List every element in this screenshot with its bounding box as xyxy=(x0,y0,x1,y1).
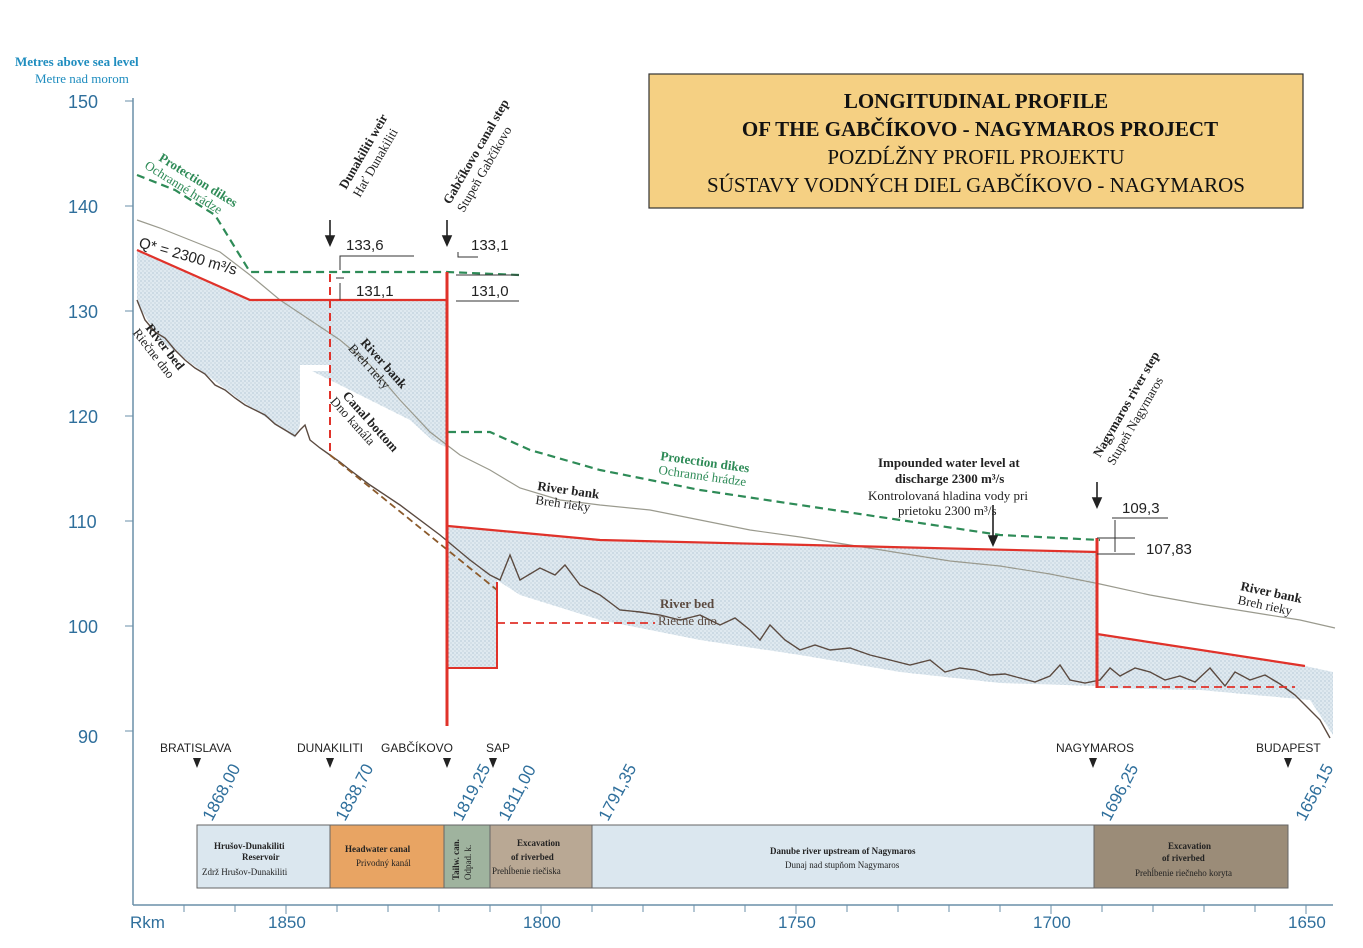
y-tick-140: 140 xyxy=(68,197,98,217)
rkm-1696: 1696,25 xyxy=(1097,761,1143,824)
river-bed-line xyxy=(136,299,1331,739)
x-axis-unit: Rkm xyxy=(130,913,165,932)
reservoir-water-level xyxy=(136,248,447,302)
segment-excavation1-sk: Prehĺbenie riečiska xyxy=(492,866,561,876)
tailrace-outline xyxy=(448,582,498,669)
segment-danube-sk: Dunaj nad stupňom Nagymaros xyxy=(785,860,900,870)
x-tick-1750: 1750 xyxy=(778,913,816,932)
town-sap: SAP xyxy=(486,741,510,755)
rkm-1656: 1656,15 xyxy=(1292,761,1338,824)
segment-excavation2-sk: Prehĺbenie riečneho koryta xyxy=(1135,868,1232,878)
segment-reservoir-sk: Zdrž Hrušov-Dunakiliti xyxy=(202,867,288,877)
x-ticks xyxy=(183,905,1307,914)
title-line-3: POZDĹŽNY PROFIL PROJEKTU xyxy=(827,145,1124,169)
tailwater-level xyxy=(447,524,1098,554)
nagymaros-step-label: Nagymaros river step Stupeň Nagymaros xyxy=(1090,349,1166,468)
dunakiliti-lower-level: 131,1 xyxy=(356,283,394,300)
title-box xyxy=(648,73,1304,209)
town-gabcikovo: GABČÍKOVO xyxy=(381,740,453,755)
river-bank-label-middle: River bank Breh rieky xyxy=(535,478,601,514)
y-tick-130: 130 xyxy=(68,302,98,322)
nagymaros-upper-level: 109,3 xyxy=(1122,500,1160,517)
protection-dikes-lower xyxy=(448,430,1101,542)
y-ticks xyxy=(125,100,133,732)
segment-tailwater-label: Tailw. can. Odpad. k. xyxy=(451,839,473,880)
town-bratislava: BRATISLAVA xyxy=(160,741,231,755)
segment-reservoir-en2: Reservoir xyxy=(242,852,279,862)
title-line-1: LONGITUDINAL PROFILE xyxy=(844,89,1108,113)
town-nagymaros: NAGYMAROS xyxy=(1056,741,1134,755)
segment-danube-upstream xyxy=(591,824,1095,889)
town-budapest: BUDAPEST xyxy=(1256,741,1321,755)
segment-excavation-1 xyxy=(489,824,593,889)
rkm-1811: 1811,00 xyxy=(495,762,540,824)
reservoir-water xyxy=(137,250,447,448)
gabcikovo-step-label: Gabčíkovo canal step Stupeň Gabčíkovo xyxy=(440,96,515,214)
y-axis-title-en: Metres above sea level xyxy=(15,54,139,69)
segment-excavation1-en1: Excavation xyxy=(517,838,560,848)
svg-text:Tailw. can.: Tailw. can. xyxy=(451,839,461,880)
canal-bottom-line xyxy=(329,454,498,591)
segment-reservoir-en1: Hrušov-Dunakiliti xyxy=(214,841,285,851)
x-tick-1700: 1700 xyxy=(1033,913,1071,932)
rkm-1838: 1838,70 xyxy=(332,761,378,824)
y-tick-120: 120 xyxy=(68,407,98,427)
rkm-1819: 1819,25 xyxy=(449,761,495,824)
impounded-label-sk2: prietoku 2300 m³/s xyxy=(898,503,997,518)
segment-headwater-sk: Privodný kanál xyxy=(356,858,411,868)
structure-arrows xyxy=(324,220,1103,547)
protection-dikes-label-upper: Protection dikes Ochranné hrádze xyxy=(142,150,240,217)
svg-text:Odpad. k.: Odpad. k. xyxy=(463,845,473,880)
y-tick-150: 150 xyxy=(68,92,98,112)
title-line-4: SÚSTAVY VODNÝCH DIEL GABČÍKOVO - NAGYMAR… xyxy=(707,173,1245,197)
river-km-labels: 1868,00 1838,70 1819,25 1811,00 1791,35 … xyxy=(199,761,1338,824)
level-callouts xyxy=(336,252,1168,555)
dunakiliti-upper-level: 133,6 xyxy=(346,237,384,254)
segment-danube-en: Danube river upstream of Nagymaros xyxy=(770,846,916,856)
segment-excavation1-en2: of riverbed xyxy=(511,852,554,862)
impounded-label-sk1: Kontrolovaná hladina vody pri xyxy=(868,488,1028,503)
y-tick-110: 110 xyxy=(68,512,97,532)
segment-excavation2-en2: of riverbed xyxy=(1162,853,1205,863)
town-dunakiliti: DUNAKILITI xyxy=(297,741,363,755)
river-water-middle xyxy=(448,526,1097,686)
x-tick-1650: 1650 xyxy=(1288,913,1326,932)
impounded-label-en1: Impounded water level at xyxy=(878,455,1020,470)
segment-excavation2-en1: Excavation xyxy=(1168,841,1211,851)
segment-headwater-canal xyxy=(329,824,445,889)
downstream-level xyxy=(1096,632,1306,668)
impounded-label-en2: discharge 2300 m³/s xyxy=(895,471,1004,486)
rkm-1868: 1868,00 xyxy=(199,761,245,824)
x-tick-1800: 1800 xyxy=(523,913,561,932)
x-tick-1850: 1850 xyxy=(268,913,306,932)
segment-headwater-en: Headwater canal xyxy=(345,844,411,854)
gabcikovo-upper-level: 133,1 xyxy=(471,237,509,254)
river-bed-label-middle: River bed xyxy=(660,596,715,611)
nagymaros-lower-level: 107,83 xyxy=(1146,541,1192,558)
gabcikovo-lower-level: 131,0 xyxy=(471,283,509,300)
rkm-1791: 1791,35 xyxy=(595,761,641,824)
segment-bar xyxy=(196,824,1289,889)
y-axis-title-sk: Metre nad morom xyxy=(35,71,129,86)
town-markers xyxy=(193,758,1292,768)
river-water-lower xyxy=(1097,634,1333,735)
title-line-2: OF THE GABČÍKOVO - NAGYMAROS PROJECT xyxy=(742,117,1218,141)
river-bed-label-middle-sk: Riečne dno xyxy=(658,613,717,628)
dunakiliti-weir-label: Dunakiliti weir Hať Dunakiliti xyxy=(336,111,401,200)
canal-notch xyxy=(300,365,330,371)
protection-dikes-upper xyxy=(136,173,520,277)
river-bank-label-lower: River bank Breh rieky xyxy=(1236,578,1304,618)
y-tick-100: 100 xyxy=(68,617,98,637)
y-tick-90: 90 xyxy=(78,727,98,747)
protection-dikes-label-lower: Protection dikes Ochranné hrádze xyxy=(658,448,751,489)
segment-excavation-2 xyxy=(1093,824,1289,889)
segment-tailwater-canal xyxy=(443,824,491,889)
